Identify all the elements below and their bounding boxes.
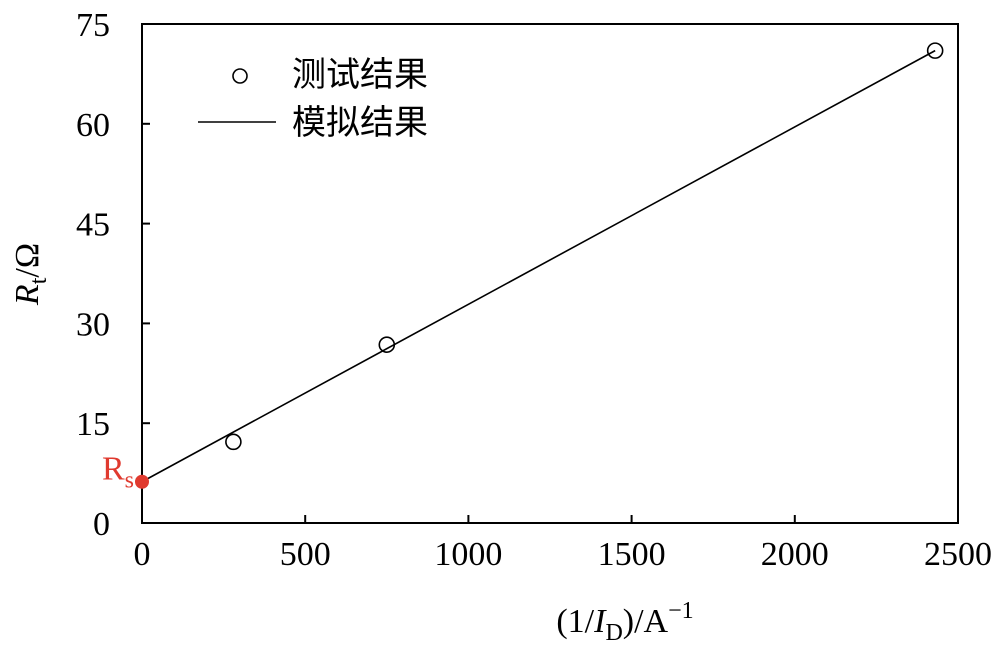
x-tick-label: 2500: [924, 536, 992, 573]
legend-marker-circle: [232, 68, 248, 84]
x-tick-label: 0: [134, 536, 151, 573]
fit-line: [141, 49, 936, 483]
y-tick-label: 15: [76, 406, 110, 443]
plot-frame: [141, 23, 959, 524]
y-tick-label: 60: [76, 107, 110, 144]
ticks: 0 500 1000 1500 2000 2500 0 15 30 45 60 75: [76, 7, 992, 573]
series: [141, 42, 944, 483]
legend: 测试结果 模拟结果: [198, 55, 428, 143]
y-tick-label: 30: [76, 306, 110, 343]
x-axis-suffix: )/A: [623, 603, 669, 640]
y-tick-label: 0: [93, 506, 110, 543]
rs-label-main: R: [102, 451, 125, 488]
y-tick-label: 45: [76, 207, 110, 244]
y-tick-label: 75: [76, 7, 110, 44]
data-point: [378, 336, 396, 353]
y-axis-var: R: [9, 284, 46, 306]
x-axis-sub: D: [605, 620, 622, 646]
y-axis-sub: t: [26, 277, 52, 284]
x-tick-label: 1500: [598, 536, 666, 573]
data-point: [225, 433, 242, 451]
rs-label-sub: s: [125, 468, 134, 494]
x-tick-label: 500: [280, 536, 331, 573]
legend-label-simulated: 模拟结果: [292, 103, 428, 143]
x-tick-label: 2000: [761, 536, 829, 573]
legend-label-measured: 测试结果: [292, 55, 428, 95]
x-tick-label: 1000: [434, 536, 502, 573]
rs-label: Rs: [102, 451, 134, 494]
y-axis-label: Rt/Ω: [9, 243, 52, 306]
x-axis-var: I: [593, 603, 607, 640]
data-point: [926, 42, 944, 59]
x-axis-prefix: (1/: [556, 603, 594, 640]
x-axis-label: (1/ID)/A−1: [556, 598, 693, 646]
rs-point: [135, 474, 149, 489]
x-axis-sup: −1: [668, 598, 694, 624]
y-axis-suffix: /Ω: [9, 243, 46, 278]
rs-annotation: Rs: [102, 451, 149, 494]
